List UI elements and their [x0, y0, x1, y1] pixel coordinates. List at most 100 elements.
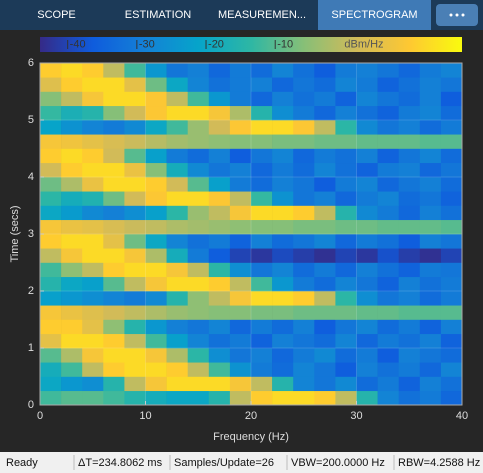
heatmap-cell	[187, 63, 210, 78]
heatmap-cell	[440, 191, 463, 206]
tab[interactable]: MEASUREMEN...	[218, 9, 306, 21]
heatmap-cell	[166, 177, 188, 192]
status-item: RBW=4.2588 Hz	[398, 457, 480, 469]
heatmap-cell	[398, 262, 421, 278]
heatmap-cell	[293, 291, 315, 306]
heatmap-cell	[419, 63, 442, 78]
heatmap-cell	[398, 376, 421, 392]
heatmap-cell	[356, 148, 378, 164]
heatmap-cell	[251, 348, 273, 363]
heatmap-cell	[61, 333, 83, 349]
tab[interactable]: SCOPE	[37, 9, 76, 21]
heatmap-cell	[251, 305, 273, 320]
heatmap-cell	[272, 120, 294, 135]
heatmap-cell	[82, 305, 104, 320]
heatmap-cell	[61, 248, 83, 263]
tab-strip: SCOPE ESTIMATION MEASUREMEN... SPECTROGRAM	[37, 0, 431, 30]
heatmap-cell	[40, 291, 62, 306]
colorbar-tick-label: -20	[208, 38, 224, 50]
heatmap-cell	[103, 219, 125, 235]
y-tick-label: 2	[28, 285, 34, 297]
more-icon	[449, 13, 453, 17]
heatmap-cell	[124, 91, 146, 107]
heatmap-cell	[61, 177, 83, 192]
heatmap-cell	[314, 205, 336, 221]
heatmap-cell	[229, 91, 252, 107]
heatmap-cell	[314, 134, 336, 149]
heatmap-cell	[314, 319, 336, 335]
heatmap-cell	[272, 248, 294, 263]
heatmap-cell	[356, 177, 378, 192]
heatmap-cell	[251, 219, 273, 235]
heatmap-cell	[187, 248, 210, 263]
y-tick-label: 1	[28, 342, 34, 354]
heatmap-cell	[398, 91, 421, 107]
heatmap-cell	[314, 262, 336, 278]
heatmap-cell	[314, 63, 336, 78]
heatmap-cell	[103, 248, 125, 263]
heatmap-cell	[272, 162, 294, 178]
heatmap-cell	[377, 362, 399, 377]
heatmap-cell	[145, 248, 167, 263]
heatmap-cell	[166, 91, 188, 107]
heatmap-cell	[229, 105, 252, 121]
heatmap-cell	[208, 362, 231, 377]
heatmap-cell	[272, 148, 294, 164]
heatmap-cell	[208, 390, 231, 406]
heatmap-cell	[440, 91, 463, 107]
heatmap-cell	[314, 348, 336, 363]
heatmap-cell	[229, 348, 252, 363]
heatmap-cell	[440, 205, 463, 221]
heatmap-cell	[272, 205, 294, 221]
heatmap-cell	[356, 291, 378, 306]
heatmap-cell	[335, 162, 357, 178]
heatmap-cell	[229, 205, 252, 221]
heatmap-cell	[398, 291, 421, 306]
heatmap-cell	[82, 91, 104, 107]
heatmap-cell	[356, 134, 378, 149]
heatmap-cell	[440, 319, 463, 335]
heatmap-cell	[293, 177, 315, 192]
heatmap-cell	[82, 248, 104, 263]
heatmap-cell	[251, 177, 273, 192]
heatmap-cell	[40, 205, 62, 221]
heatmap-cell	[145, 148, 167, 164]
heatmap-cell	[145, 362, 167, 377]
heatmap-cell	[229, 162, 252, 178]
heatmap-cell	[440, 63, 463, 78]
heatmap-cell	[40, 234, 62, 249]
heatmap-cell	[187, 362, 210, 377]
heatmap-cell	[124, 120, 146, 135]
heatmap-cell	[40, 362, 62, 377]
heatmap-cell	[335, 77, 357, 92]
heatmap-cell	[377, 205, 399, 221]
heatmap-cell	[145, 276, 167, 292]
tab[interactable]: ESTIMATION	[125, 9, 191, 21]
heatmap-cell	[82, 219, 104, 235]
heatmap-cell	[272, 291, 294, 306]
colorbar-label: dBm/Hz	[344, 38, 383, 50]
heatmap-cell	[272, 362, 294, 377]
heatmap-cell	[187, 348, 210, 363]
heatmap-cell	[356, 205, 378, 221]
heatmap-cell	[440, 348, 463, 363]
heatmap-cell	[377, 262, 399, 278]
heatmap-cell	[229, 305, 252, 320]
heatmap-cell	[314, 91, 336, 107]
tab[interactable]: SPECTROGRAM	[331, 9, 417, 21]
heatmap-cell	[335, 262, 357, 278]
heatmap-cell	[440, 219, 463, 235]
heatmap-cell	[293, 162, 315, 178]
heatmap-cell	[356, 63, 378, 78]
heatmap-cell	[229, 248, 252, 263]
heatmap-cell	[145, 390, 167, 406]
heatmap-cell	[229, 333, 252, 349]
heatmap-cell	[166, 276, 188, 292]
heatmap-cell	[419, 177, 442, 192]
heatmap-cell	[124, 134, 146, 149]
heatmap-cell	[335, 291, 357, 306]
heatmap-cell	[356, 120, 378, 135]
heatmap-cell	[208, 219, 231, 235]
heatmap-cell	[335, 276, 357, 292]
